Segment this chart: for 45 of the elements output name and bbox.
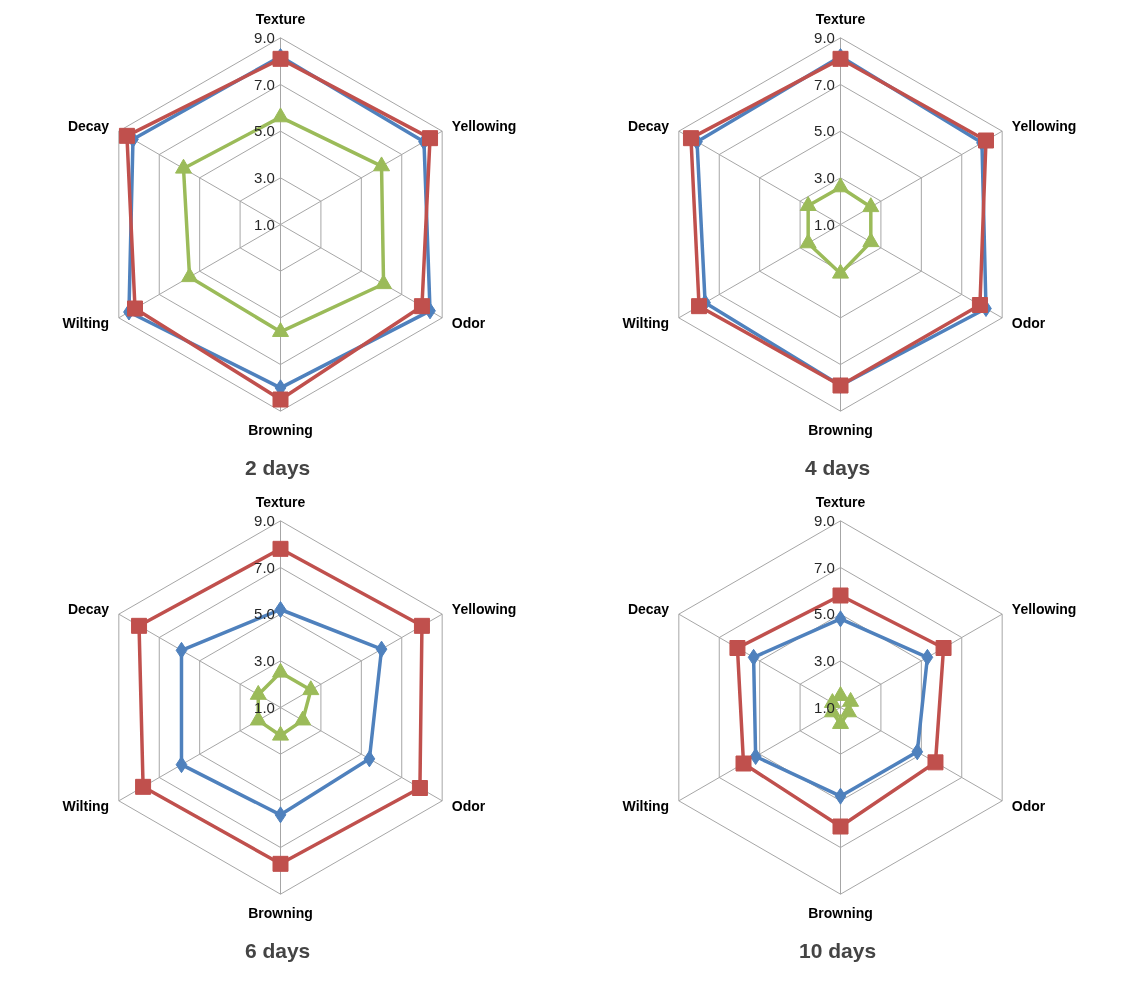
y-tick-label: 9.0: [814, 511, 835, 529]
y-tick-label: 7.0: [254, 75, 275, 93]
spoke-label: Decay: [627, 117, 670, 134]
spoke-label: Yellowing: [451, 600, 517, 617]
spoke-label: Texture: [815, 10, 866, 27]
spoke-label: Browning: [248, 422, 313, 439]
y-tick-label: 7.0: [814, 75, 835, 93]
text: 4 days: [804, 455, 871, 479]
spoke-label: Decay: [67, 600, 110, 617]
spoke-label: Texture: [255, 10, 306, 27]
spoke-label: Yellowing: [451, 117, 517, 134]
text: 2 days: [244, 455, 311, 479]
spoke-label: Texture: [255, 493, 306, 510]
spoke-label: Yellowing: [1011, 600, 1077, 617]
spoke-label: Yellowing: [1011, 117, 1077, 134]
spoke-label: Texture: [815, 493, 866, 510]
spoke-label: Wilting: [622, 315, 670, 332]
y-tick-label: 3.0: [254, 168, 275, 186]
y-tick-label: 3.0: [814, 168, 835, 186]
spoke-label: Odor: [1011, 798, 1046, 815]
spoke-label: Browning: [248, 905, 313, 922]
spoke-label: Wilting: [62, 798, 110, 815]
spoke-label: Odor: [1011, 315, 1046, 332]
y-tick-label: 5.0: [814, 122, 835, 140]
y-tick-label: 7.0: [814, 558, 835, 576]
y-tick-label: 9.0: [254, 28, 275, 46]
text: 6 days: [244, 938, 311, 962]
spoke-label: Decay: [627, 600, 670, 617]
y-tick-label: 3.0: [814, 651, 835, 669]
y-tick-label: 7.0: [254, 558, 275, 576]
spoke-label: Wilting: [622, 798, 670, 815]
y-tick-label: 9.0: [814, 28, 835, 46]
spoke-label: Odor: [451, 798, 486, 815]
spoke-label: Odor: [451, 315, 486, 332]
spoke-label: Decay: [67, 117, 110, 134]
y-tick-label: 5.0: [254, 122, 275, 140]
text: 10 days: [799, 938, 877, 962]
y-tick-label: 5.0: [814, 605, 835, 623]
y-tick-label: 9.0: [254, 511, 275, 529]
spoke-label: Wilting: [62, 315, 110, 332]
spoke-label: Browning: [808, 422, 873, 439]
y-tick-label: 3.0: [254, 651, 275, 669]
y-tick-label: 1.0: [814, 215, 835, 233]
y-tick-label: 1.0: [254, 215, 275, 233]
spoke-label: Browning: [808, 905, 873, 922]
